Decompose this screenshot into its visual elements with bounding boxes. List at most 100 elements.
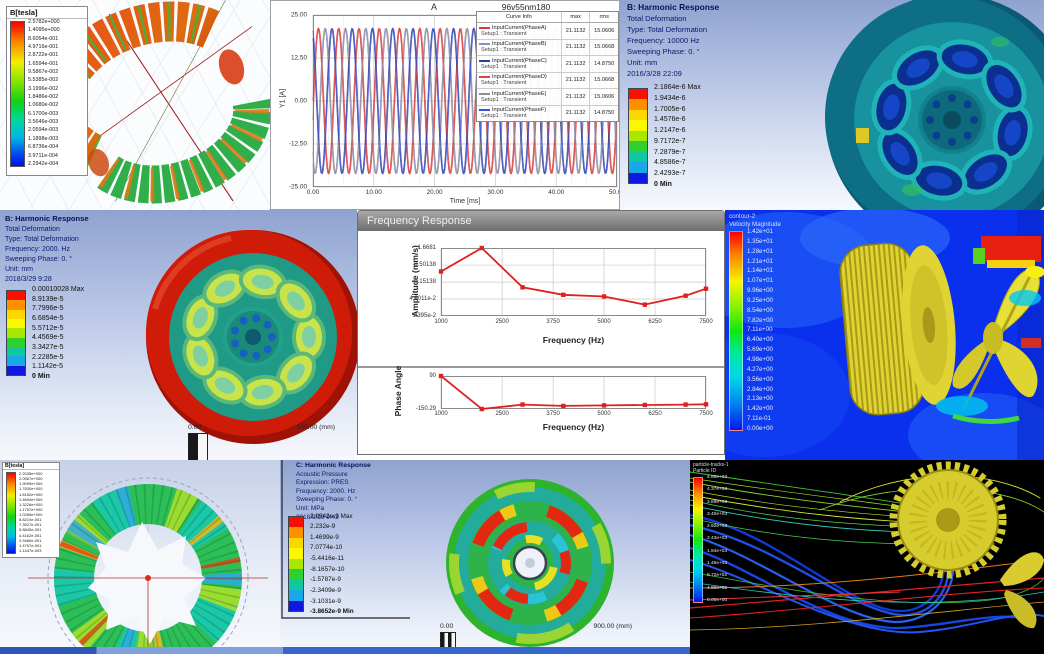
curve-name: InputCurrent(PhaseE) [492, 90, 547, 97]
curve-max-value: 21.1132 [560, 23, 590, 39]
curve-info-row: InputCurrent(PhaseD) Setup1 : Transient … [477, 71, 618, 88]
curve-color-swatch [479, 109, 490, 112]
legend-value: 7.7996e-5 [32, 305, 64, 313]
legend-value: 1.35e+01 [747, 237, 773, 245]
axis-tick-label: 12.50 [291, 54, 307, 62]
plot-corner-label: A [431, 2, 438, 12]
curve-color-swatch [479, 43, 490, 46]
field-legend-value: 1.1447e-003 [19, 547, 42, 553]
axis-tick-label: 1000 [434, 319, 448, 325]
legend-value: 1.2147e-6 [654, 127, 686, 135]
field-legend-value: 2.0567e+000 [19, 476, 43, 482]
field-legend-value: 1.3226e+000 [19, 501, 43, 507]
legend-value: 1.21e+01 [747, 257, 773, 265]
ruler-bar [188, 433, 208, 460]
curve-rms-value: 15.0668 [589, 39, 618, 55]
legend-color-band [629, 151, 647, 163]
legend-value: 1.7005e-6 [654, 105, 686, 113]
legend-value: 4.98e+00 [747, 355, 773, 363]
curve-setup: Setup1 : Transient [481, 30, 527, 37]
axis-tick-label: 4.6011e-2 [409, 296, 436, 303]
curve-max-value: 21.1132 [560, 105, 590, 121]
legend-color-band [7, 337, 25, 347]
field-legend-value: 2.2942e-004 [28, 160, 59, 167]
legend-value: 2.84e+00 [747, 385, 773, 393]
field-legend-value: 1.1757e+000 [19, 506, 43, 512]
field-legend-value: 3.1996e-002 [28, 85, 59, 92]
panel-cfd-velocity: contour-2 Velocity Magnitude 1.42e+01 1.3… [725, 210, 1044, 460]
legend-value: 9.72e+02 [707, 573, 728, 579]
legend-color-band [289, 558, 303, 570]
legend-value: 0.00010028 Max [32, 286, 85, 293]
field-legend-value: 1.0289e+000 [19, 512, 43, 517]
legend-value: 0 Min [654, 180, 672, 188]
blade-model [1000, 552, 1044, 629]
field-legend-value: 1.7630e+000 [19, 486, 43, 492]
field-legend-value: 1.4694e+000 [19, 496, 43, 502]
field-legend-value: 2.2035e+000 [19, 471, 43, 476]
contour-legend: 2.1864e-6 Max 1.9434e-6 1.7005e-6 1.4576e-6… [628, 84, 701, 188]
legend-value: 1.1142e-5 [32, 363, 64, 371]
axis-tick-label: 2500 [495, 411, 509, 417]
legend-value: 3.3427e-5 [32, 343, 64, 351]
legend-color-band [629, 89, 647, 100]
legend-color-band [629, 172, 647, 183]
axis-tick-label: 5000 [597, 319, 611, 325]
curve-info-row: InputCurrent(PhaseE) Setup1 : Transient … [477, 88, 618, 105]
legend-value: 4.8586e-7 [654, 159, 686, 167]
phase-x-axis-title: Frequency (Hz) [542, 422, 605, 432]
legend-value: 3.89e+03 [707, 499, 728, 505]
legend-value: 7.2879e-7 [654, 148, 686, 156]
legend-value: 4.4569e-5 [32, 334, 64, 342]
curve-name: InputCurrent(PhaseB) [492, 41, 547, 48]
column-rms: rms [589, 12, 618, 22]
axis-tick-label: 1.6681 [417, 245, 436, 251]
legend-header: contour-2 Velocity Magnitude [729, 213, 781, 228]
legend-value: 2.43e+03 [707, 536, 728, 542]
field-legend: B[tesla] 2.2035e+000 2.0567e+000 1.9099e+0… [2, 462, 60, 558]
legend-color-band [7, 328, 25, 338]
legend-value: 7.11e-01 [747, 415, 771, 423]
curve-info-header: Curve Info max rms [477, 12, 618, 23]
phase-x-ticks: 1000 2500 3750 5000 6250 7500 [434, 411, 712, 419]
axis-tick-label: 50.00 [609, 189, 619, 196]
legend-color-band [7, 309, 25, 319]
panel-current-waveforms: A 96v55nm180 Y1 [A] 25.00 12.50 0.00 -12.50… [270, 0, 620, 210]
field-legend-value: 1.1898e-003 [28, 135, 59, 142]
axis-tick-label: 10.00 [365, 189, 382, 196]
window-titlebar[interactable]: Frequency Response [358, 211, 724, 231]
y-axis-ticks: 25.00 12.50 0.00 -12.50 -25.00 [277, 12, 309, 191]
phase-axis-title: Phase Angle [393, 365, 403, 417]
field-legend-value: 7.3527e-001 [19, 522, 42, 528]
result-info-block: C: Harmonic Response Acoustic Pressure E… [296, 462, 371, 521]
cfd-contour-scene [725, 210, 1044, 460]
legend-color-band [7, 356, 25, 366]
legend-value: 9.96e+00 [747, 287, 773, 295]
scale-ruler: 0.00100.00 (mm) 50.00 [188, 424, 335, 460]
axis-tick-label: 40.00 [548, 189, 565, 196]
axis-tick-label: 7500 [699, 319, 713, 325]
axis-tick-label: 1.395e-2 [412, 313, 436, 319]
result-title: B: Harmonic Response [627, 2, 720, 12]
result-title: C: Harmonic Response [296, 462, 371, 469]
legend-value: -3.1031e-9 [310, 597, 341, 605]
curve-color-swatch [479, 76, 490, 79]
legend-value: 1.07e+01 [747, 277, 773, 285]
velocity-legend: contour-2 Velocity Magnitude 1.42e+01 1.3… [729, 213, 781, 432]
curve-max-value: 21.1132 [560, 72, 590, 88]
panel-harmonic-response-2000hz: B: Harmonic Response Total Deformation T… [0, 210, 357, 460]
panel-rotor-field: B[tesla] 2.2035e+000 2.0567e+000 1.9099e+0… [0, 460, 280, 654]
amplitude-x-ticks: 1000 2500 3750 5000 6250 7500 [434, 319, 712, 327]
gear-model [889, 461, 1007, 579]
panel-particle-tracks: particle-tracks-1 Particle ID 4.86e+03 4.… [690, 460, 1044, 654]
legend-value: -2.3409e-9 [310, 587, 341, 595]
field-legend-value: 6.8736e-004 [28, 144, 59, 151]
legend-value: 8.54e+00 [747, 306, 773, 314]
legend-value: 2.9942e-9 Max [310, 512, 353, 520]
curve-info-row: InputCurrent(PhaseA) Setup1 : Transient … [477, 23, 618, 39]
amplitude-x-axis-title: Frequency (Hz) [542, 335, 605, 345]
field-legend-value: 9.5867e-002 [28, 69, 59, 76]
legend-value: 7.11e+00 [747, 326, 773, 334]
legend-color-band [289, 527, 303, 538]
legend-value: 2.4293e-7 [654, 170, 686, 178]
